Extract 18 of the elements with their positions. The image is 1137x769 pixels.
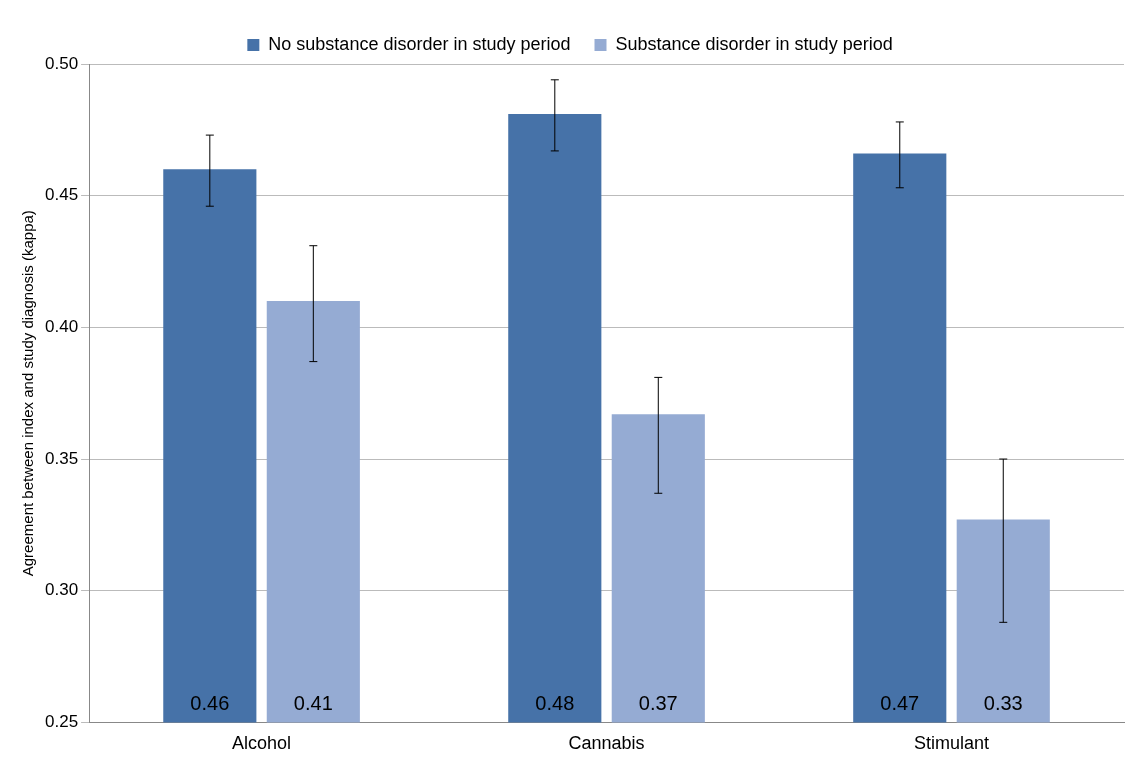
y-tick-label: 0.35 <box>44 448 79 468</box>
y-tick-label: 0.50 <box>44 53 79 73</box>
legend-label: Substance disorder in study period <box>615 33 893 54</box>
data-label: 0.46 <box>190 691 230 714</box>
data-label: 0.47 <box>880 691 920 714</box>
legend-label: No substance disorder in study period <box>268 33 571 54</box>
data-label: 0.41 <box>293 691 333 714</box>
y-tick-label: 0.45 <box>44 185 79 205</box>
x-tick-label: Stimulant <box>913 733 990 754</box>
data-label: 0.48 <box>535 691 575 714</box>
y-tick-label: 0.25 <box>44 712 79 732</box>
y-tick-label: 0.30 <box>44 580 79 600</box>
data-label: 0.33 <box>983 691 1023 714</box>
x-tick-label: Cannabis <box>568 733 645 754</box>
y-axis-title: Agreement between index and study diagnosis (kappa) <box>19 210 37 577</box>
y-tick-label: 0.40 <box>44 317 79 337</box>
x-tick-label: Alcohol <box>232 733 292 754</box>
data-label: 0.37 <box>638 691 678 714</box>
